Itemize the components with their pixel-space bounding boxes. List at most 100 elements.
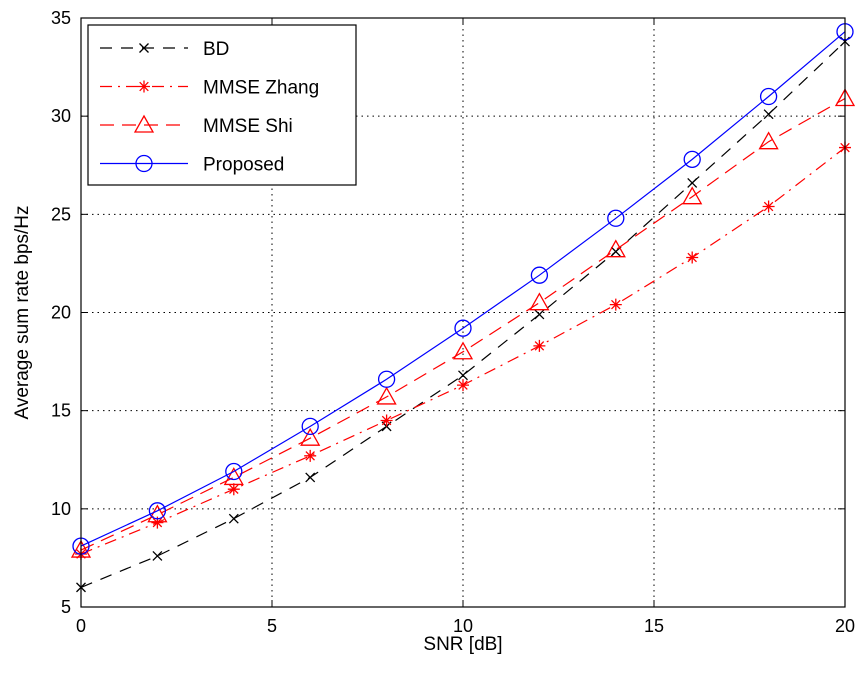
- marker-stroke: [305, 472, 316, 483]
- data-point-bd: [228, 513, 239, 524]
- data-point-mmse-zhang: [151, 516, 164, 529]
- marker-stroke: [457, 379, 469, 392]
- series-mmse-shi: [70, 88, 856, 558]
- data-point-mmse-zhang: [762, 200, 775, 213]
- y-tick-label: 10: [51, 499, 71, 519]
- data-point-mmse-shi: [758, 131, 779, 150]
- marker-stroke: [763, 109, 774, 120]
- data-point-mmse-zhang: [686, 251, 699, 264]
- data-point-proposed: [225, 462, 243, 481]
- marker-stroke: [148, 502, 167, 520]
- legend-marker-proposed: [135, 154, 153, 173]
- legend-marker-mmse-shi: [133, 114, 155, 133]
- data-point-mmse-shi: [682, 186, 703, 205]
- x-tick-label: 0: [76, 616, 86, 636]
- data-point-bd: [534, 309, 545, 320]
- marker-stroke: [458, 370, 468, 381]
- data-point-bd: [305, 472, 316, 483]
- marker-stroke: [377, 370, 396, 388]
- data-point-proposed: [759, 87, 778, 106]
- y-tick-label: 25: [51, 204, 71, 224]
- x-tick-label: 20: [835, 616, 855, 636]
- data-point-bd: [458, 370, 468, 381]
- data-point-mmse-shi: [376, 386, 397, 405]
- legend-entry-proposed: Proposed: [100, 155, 284, 176]
- marker-stroke: [454, 319, 472, 337]
- marker-stroke: [683, 150, 701, 169]
- data-point-proposed: [377, 370, 396, 388]
- data-point-mmse-zhang: [304, 449, 317, 462]
- marker-stroke: [533, 339, 546, 352]
- data-point-mmse-zhang: [609, 298, 622, 311]
- data-point-mmse-shi: [605, 239, 626, 258]
- series-line-proposed: [80, 31, 846, 547]
- legend-marker-bd: [139, 43, 149, 53]
- marker-stroke: [609, 298, 622, 311]
- data-point-proposed: [607, 209, 625, 227]
- series-lines: [70, 23, 856, 593]
- data-point-bd: [152, 550, 163, 561]
- data-point-proposed: [683, 150, 701, 169]
- legend-label-mmse-shi: MMSE Shi: [203, 116, 293, 137]
- data-point-mmse-zhang: [533, 339, 546, 352]
- x-axis-label: SNR [dB]: [423, 634, 502, 655]
- legend-box: [87, 24, 357, 186]
- data-point-proposed: [148, 502, 167, 520]
- data-point-mmse-shi: [223, 467, 244, 486]
- marker-stroke: [151, 516, 164, 529]
- series-line-mmse-shi: [80, 97, 846, 551]
- data-point-mmse-zhang: [227, 483, 240, 496]
- series-line-mmse-zhang: [80, 147, 846, 555]
- marker-stroke: [228, 513, 239, 524]
- data-point-proposed: [530, 266, 549, 284]
- marker-stroke: [687, 177, 698, 188]
- data-point-mmse-zhang: [380, 414, 393, 427]
- marker-stroke: [452, 341, 474, 360]
- legend-label-mmse-zhang: MMSE Zhang: [203, 78, 319, 99]
- marker-stroke: [147, 504, 168, 523]
- data-point-mmse-shi: [300, 427, 321, 446]
- marker-stroke: [223, 467, 244, 486]
- data-point-proposed: [454, 319, 472, 337]
- marker-stroke: [133, 114, 155, 133]
- marker-stroke: [376, 386, 397, 405]
- marker-stroke: [138, 80, 150, 93]
- marker-stroke: [534, 309, 545, 320]
- x-tick-label: 15: [644, 616, 664, 636]
- marker-stroke: [304, 449, 317, 462]
- y-tick-label: 20: [51, 303, 71, 323]
- legend-marker-mmse-zhang: [138, 80, 150, 93]
- data-point-proposed: [301, 417, 319, 436]
- legend-label-proposed: Proposed: [203, 155, 284, 176]
- x-tick-label: 10: [453, 616, 473, 636]
- legend-label-bd: BD: [203, 39, 229, 60]
- y-tick-label: 35: [51, 8, 71, 28]
- marker-stroke: [759, 87, 778, 106]
- data-point-mmse-shi: [147, 504, 168, 523]
- series-proposed: [72, 23, 854, 555]
- y-axis-label: Average sum rate bps/Hz: [12, 205, 33, 419]
- marker-stroke: [135, 154, 153, 173]
- marker-stroke: [300, 427, 321, 446]
- data-point-bd: [610, 246, 621, 257]
- legend-entry-bd: BD: [100, 39, 229, 60]
- y-tick-label: 15: [51, 401, 71, 421]
- marker-stroke: [607, 209, 625, 227]
- marker-stroke: [758, 131, 779, 150]
- legend-entry-mmse-shi: MMSE Shi: [100, 114, 293, 137]
- legend: BD MMSE Zhang MMSE Shi Proposed: [87, 24, 357, 186]
- marker-stroke: [301, 417, 319, 436]
- marker-stroke: [225, 462, 243, 481]
- data-point-mmse-zhang: [457, 379, 469, 392]
- data-point-mmse-shi: [529, 292, 550, 311]
- marker-stroke: [682, 186, 703, 205]
- data-point-mmse-shi: [452, 341, 474, 360]
- marker-stroke: [152, 550, 163, 561]
- marker-stroke: [610, 246, 621, 257]
- marker-stroke: [529, 292, 550, 311]
- x-tick-label: 5: [267, 616, 277, 636]
- data-point-bd: [763, 109, 774, 120]
- marker-stroke: [380, 414, 393, 427]
